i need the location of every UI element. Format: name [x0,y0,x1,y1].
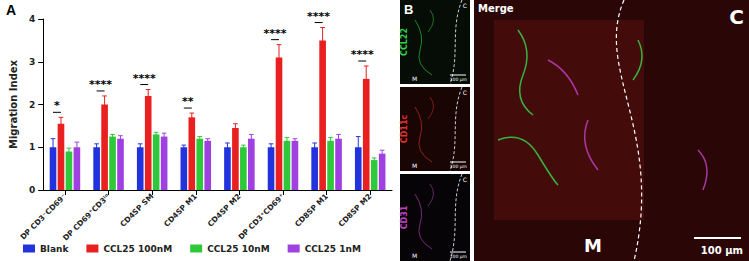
svg-text:CD8SP M1: CD8SP M1 [293,192,330,229]
svg-text:M: M [412,75,417,82]
svg-text:C: C [463,2,467,9]
svg-text:C: C [463,89,467,96]
svg-text:100 µm: 100 µm [450,77,467,82]
svg-text:*: * [54,99,60,112]
svg-text:Merge: Merge [478,3,514,14]
svg-text:CD8SP M2: CD8SP M2 [337,192,374,229]
svg-text:CCL25 100nM: CCL25 100nM [103,244,172,254]
svg-text:C: C [463,176,467,183]
svg-text:Blank: Blank [40,244,69,254]
svg-text:CCL25 10nM: CCL25 10nM [207,244,270,254]
svg-text:DP CD3⁻CD69⁻: DP CD3⁻CD69⁻ [18,192,68,242]
svg-text:CD4SP SM: CD4SP SM [118,192,155,229]
svg-text:2: 2 [29,100,35,110]
svg-text:****: **** [89,78,112,91]
svg-text:3: 3 [29,57,35,67]
svg-text:**: ** [182,95,194,108]
svg-text:M: M [412,162,417,169]
svg-text:M: M [412,252,417,259]
svg-text:C: C [729,5,744,29]
svg-text:1: 1 [29,142,35,152]
svg-text:100 µm: 100 µm [701,245,743,256]
svg-text:M: M [584,235,602,256]
svg-text:CCL25 1nM: CCL25 1nM [305,244,361,254]
svg-text:****: **** [133,72,156,85]
html-text:A: A [6,2,17,18]
svg-text:CD4SP M1: CD4SP M1 [162,192,199,229]
svg-text:CD31: CD31 [400,205,409,229]
svg-text:DP CD3⁺CD69⁺: DP CD3⁺CD69⁺ [236,192,286,242]
svg-text:CCL22: CCL22 [400,28,409,56]
svg-text:B: B [404,2,413,17]
svg-text:****: **** [351,48,374,61]
svg-text:CD4SP M2: CD4SP M2 [206,192,243,229]
svg-text:4: 4 [29,14,35,24]
svg-text:100 µm: 100 µm [450,254,467,259]
svg-text:****: **** [264,27,287,40]
svg-text:****: **** [307,10,330,23]
svg-text:DP CD69⁺CD3ˡᵒ: DP CD69⁺CD3ˡᵒ [61,192,112,243]
svg-text:100 µm: 100 µm [450,164,467,169]
svg-text:CD11c: CD11c [400,115,409,144]
svg-text:0: 0 [29,185,35,195]
svg-text:Migration Index: Migration Index [8,59,19,149]
